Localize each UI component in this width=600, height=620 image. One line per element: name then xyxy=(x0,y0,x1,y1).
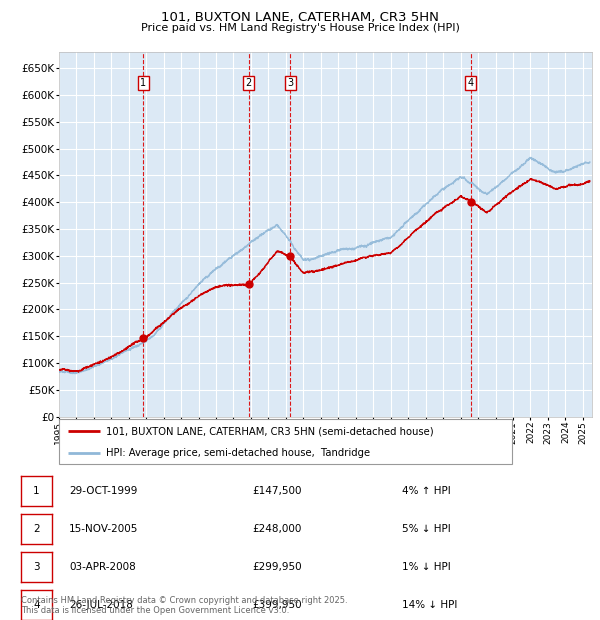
Text: 101, BUXTON LANE, CATERHAM, CR3 5HN: 101, BUXTON LANE, CATERHAM, CR3 5HN xyxy=(161,11,439,24)
Text: 2: 2 xyxy=(245,78,252,88)
Text: HPI: Average price, semi-detached house,  Tandridge: HPI: Average price, semi-detached house,… xyxy=(106,448,370,458)
Text: 3: 3 xyxy=(33,562,40,572)
Text: 3: 3 xyxy=(287,78,293,88)
Text: 4: 4 xyxy=(467,78,473,88)
Text: 14% ↓ HPI: 14% ↓ HPI xyxy=(402,600,457,610)
Text: 1: 1 xyxy=(140,78,146,88)
Text: 29-OCT-1999: 29-OCT-1999 xyxy=(69,486,137,496)
Text: 4: 4 xyxy=(33,600,40,610)
Text: 03-APR-2008: 03-APR-2008 xyxy=(69,562,136,572)
Text: 15-NOV-2005: 15-NOV-2005 xyxy=(69,524,139,534)
Text: 26-JUL-2018: 26-JUL-2018 xyxy=(69,600,133,610)
Text: £248,000: £248,000 xyxy=(252,524,301,534)
Text: Price paid vs. HM Land Registry's House Price Index (HPI): Price paid vs. HM Land Registry's House … xyxy=(140,23,460,33)
Text: Contains HM Land Registry data © Crown copyright and database right 2025.
This d: Contains HM Land Registry data © Crown c… xyxy=(21,596,347,615)
Text: £147,500: £147,500 xyxy=(252,486,302,496)
Text: £299,950: £299,950 xyxy=(252,562,302,572)
Text: 4% ↑ HPI: 4% ↑ HPI xyxy=(402,486,451,496)
Text: 1: 1 xyxy=(33,486,40,496)
Text: 101, BUXTON LANE, CATERHAM, CR3 5HN (semi-detached house): 101, BUXTON LANE, CATERHAM, CR3 5HN (sem… xyxy=(106,426,434,436)
Text: £399,950: £399,950 xyxy=(252,600,302,610)
Text: 2: 2 xyxy=(33,524,40,534)
Text: 5% ↓ HPI: 5% ↓ HPI xyxy=(402,524,451,534)
Text: 1% ↓ HPI: 1% ↓ HPI xyxy=(402,562,451,572)
